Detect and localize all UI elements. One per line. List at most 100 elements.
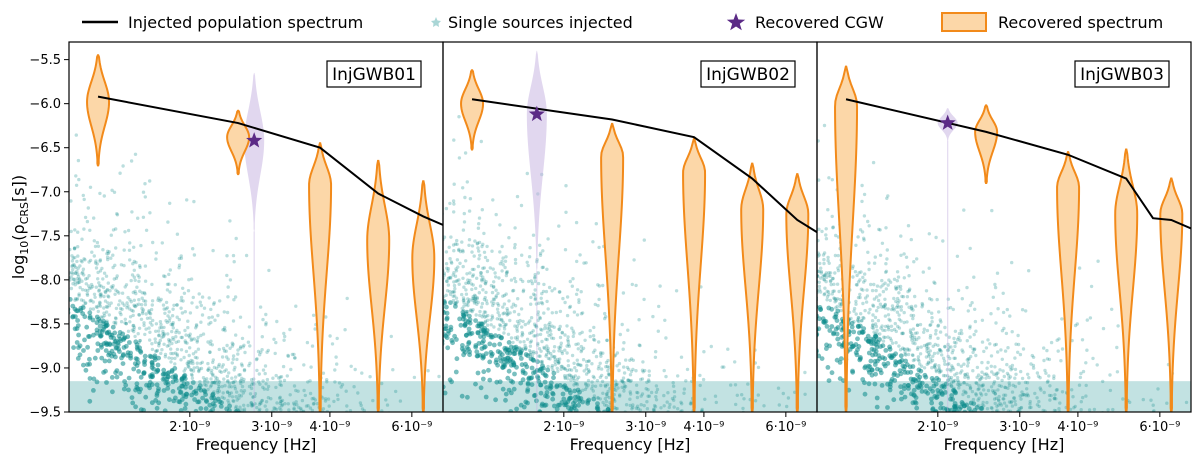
single-source-point — [175, 328, 179, 333]
single-source-point — [809, 242, 812, 245]
single-source-point — [566, 364, 571, 368]
single-source-point — [1052, 376, 1056, 381]
single-source-point — [592, 325, 596, 330]
single-source-point — [158, 299, 162, 303]
single-source-point — [569, 378, 573, 382]
single-source-point — [182, 355, 186, 360]
recovered-spectrum-violin — [460, 69, 485, 151]
single-source-point — [558, 335, 563, 340]
single-source-point — [873, 315, 878, 320]
single-source-point — [106, 251, 111, 256]
single-source-point — [1059, 359, 1063, 363]
recovered-cgw-star — [939, 114, 956, 130]
single-source-point — [234, 236, 238, 241]
single-source-point — [926, 346, 930, 350]
single-source-point — [74, 265, 78, 270]
single-source-point — [605, 407, 611, 412]
single-source-point — [257, 402, 262, 407]
single-source-point — [62, 370, 67, 375]
single-source-point — [505, 307, 509, 311]
single-source-point — [953, 390, 958, 396]
single-source-point — [884, 269, 889, 273]
single-source-point — [467, 243, 471, 247]
single-source-point — [108, 289, 112, 293]
single-source-point — [230, 341, 234, 345]
single-source-point — [453, 242, 458, 246]
single-source-point — [850, 266, 855, 270]
single-source-point — [642, 403, 646, 408]
single-source-point — [597, 297, 601, 302]
single-source-point — [471, 298, 475, 303]
single-source-point — [626, 328, 630, 332]
single-source-point — [567, 305, 572, 310]
single-source-point — [59, 294, 64, 299]
single-source-point — [593, 384, 598, 388]
single-source-point — [812, 222, 815, 225]
single-source-point — [493, 397, 498, 403]
single-source-point — [529, 350, 533, 354]
single-source-point — [898, 371, 904, 377]
single-source-point — [594, 354, 599, 359]
single-source-point — [491, 267, 495, 271]
single-source-point — [828, 298, 832, 303]
single-source-point — [438, 250, 441, 253]
single-source-point — [147, 380, 153, 385]
single-source-point — [550, 354, 554, 358]
recovered-spectrum-violin — [740, 162, 765, 412]
single-source-point — [1054, 388, 1059, 392]
single-source-point — [137, 326, 142, 330]
single-source-point — [227, 394, 232, 398]
single-source-point — [128, 307, 132, 311]
single-source-point — [505, 269, 509, 274]
single-source-point — [497, 276, 501, 280]
single-source-point — [925, 362, 929, 367]
single-source-point — [578, 253, 582, 257]
single-source-point — [565, 368, 569, 372]
single-source-point — [949, 375, 954, 380]
single-source-point — [249, 378, 254, 382]
single-source-point — [569, 373, 573, 378]
single-source-point — [80, 311, 86, 316]
single-source-point — [157, 334, 161, 338]
single-source-point — [123, 230, 127, 234]
single-source-point — [330, 342, 335, 346]
single-source-point — [837, 360, 843, 365]
single-source-point — [136, 216, 140, 220]
single-source-point — [822, 261, 826, 266]
single-source-point — [874, 404, 880, 410]
single-source-point — [190, 376, 195, 380]
single-source-point — [1021, 347, 1026, 351]
single-source-point — [499, 335, 504, 340]
single-source-point — [896, 285, 901, 289]
single-source-point — [639, 394, 643, 398]
single-source-point — [498, 317, 502, 321]
single-source-point — [206, 368, 210, 372]
single-source-point — [475, 241, 480, 245]
single-source-point — [132, 245, 136, 249]
single-source-point — [217, 385, 221, 389]
single-source-point — [101, 315, 105, 319]
single-source-point — [249, 401, 253, 405]
single-source-point — [581, 346, 586, 350]
single-source-point — [113, 292, 117, 296]
single-source-point — [854, 312, 858, 316]
single-source-point — [231, 380, 235, 384]
single-source-point — [989, 312, 993, 316]
single-source-point — [824, 271, 829, 275]
single-source-point — [932, 351, 937, 356]
single-source-point — [995, 371, 999, 376]
single-source-point — [162, 408, 168, 412]
single-source-point — [546, 364, 550, 369]
single-source-point — [113, 316, 118, 320]
single-source-point — [640, 368, 645, 372]
single-source-point — [533, 279, 537, 284]
single-source-point — [904, 255, 909, 259]
single-source-point — [165, 386, 171, 391]
single-source-point — [503, 397, 508, 403]
single-source-point — [148, 312, 153, 316]
single-source-point — [582, 411, 585, 412]
single-source-point — [616, 386, 620, 390]
single-source-point — [535, 374, 540, 379]
single-source-point — [1115, 345, 1119, 350]
single-source-point — [482, 266, 486, 270]
